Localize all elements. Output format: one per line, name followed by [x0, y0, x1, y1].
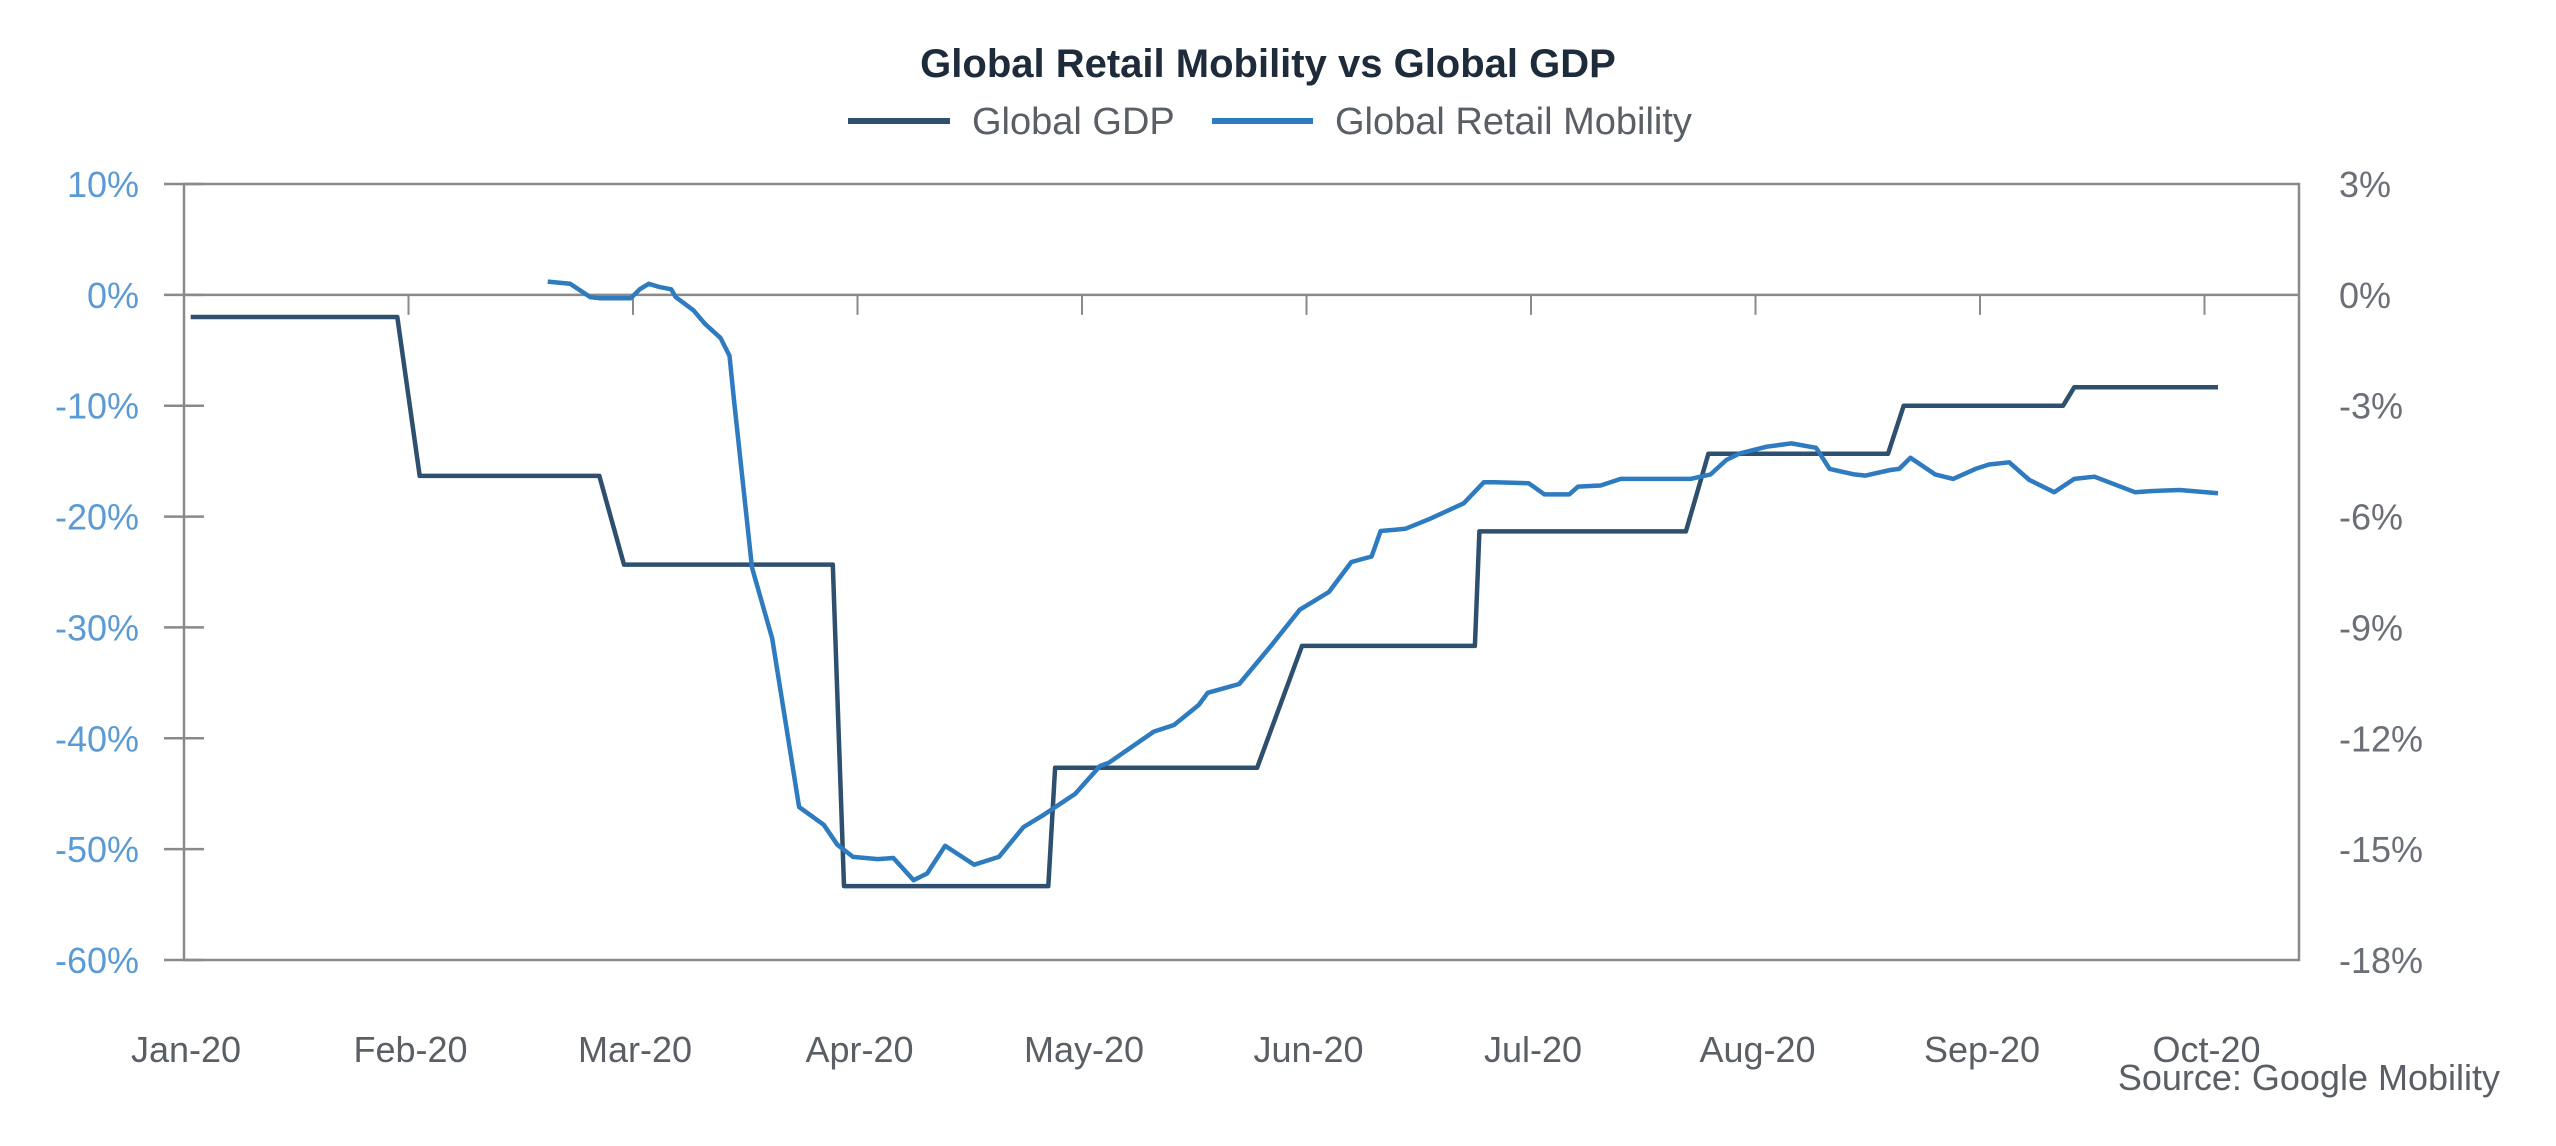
gdp-points [191, 317, 2218, 886]
chart-title: Global Retail Mobility vs Global GDP [920, 42, 1616, 86]
x-tick-label: Jan-20 [131, 1029, 241, 1070]
source-note: Source: Google Mobility [2118, 1057, 2500, 1098]
right-tick-label: -6% [2339, 497, 2403, 538]
left-y-axis: 10% 0% -10% -20% -30% -40% -50% -60% [55, 164, 204, 981]
x-tick-label: Apr-20 [805, 1029, 913, 1070]
x-tick-label: Mar-20 [578, 1029, 692, 1070]
x-tick-label: Jun-20 [1253, 1029, 1363, 1070]
right-tick-label: 0% [2339, 275, 2391, 316]
right-tick-label: -3% [2339, 386, 2403, 427]
left-tick-label: -50% [55, 829, 139, 870]
plot-frame [182, 182, 2301, 962]
x-axis: Jan-20 Feb-20 Mar-20 Apr-20 May-20 Jun-20 Jul-… [131, 294, 2261, 1070]
left-tick-label: -60% [55, 940, 139, 981]
right-tick-label: -9% [2339, 607, 2403, 648]
legend-label-gdp: Global GDP [972, 101, 1175, 143]
x-tick-label: Jul-20 [1484, 1029, 1582, 1070]
right-tick-label: 3% [2339, 164, 2391, 205]
x-tick-label: Sep-20 [1924, 1029, 2040, 1070]
x-tick-label: Oct-20 [2152, 1029, 2260, 1070]
legend: Global GDP Global Retail Mobility [848, 101, 1692, 143]
left-tick-label: -10% [55, 386, 139, 427]
x-tick-label: Aug-20 [1699, 1029, 1815, 1070]
right-y-axis: 3% 0% -3% -6% -9% -12% -15% -18% [2339, 164, 2423, 981]
left-tick-label: -40% [55, 718, 139, 759]
left-tick-label: 0% [87, 275, 139, 316]
legend-label-mobility: Global Retail Mobility [1335, 101, 1692, 143]
right-tick-label: -18% [2339, 940, 2423, 981]
right-tick-label: -12% [2339, 718, 2423, 759]
x-tick-label: May-20 [1024, 1029, 1144, 1070]
left-tick-label: -30% [55, 607, 139, 648]
left-tick-label: -20% [55, 497, 139, 538]
series-line-global-retail-mobility [547, 279, 2219, 883]
series-line-global-gdp [190, 314, 2218, 889]
axes [182, 182, 2301, 962]
left-tick-label: 10% [67, 164, 139, 205]
right-tick-label: -15% [2339, 829, 2423, 870]
x-tick-label: Feb-20 [353, 1029, 467, 1070]
